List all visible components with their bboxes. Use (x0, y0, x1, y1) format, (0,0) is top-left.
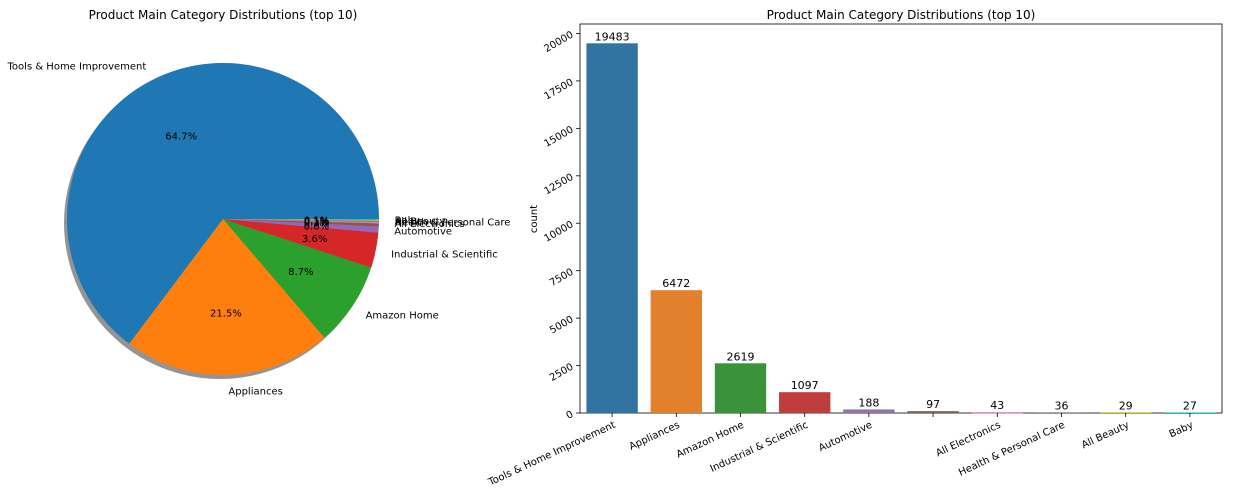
pie-slice-tools-home-improvement (67, 62, 380, 344)
bar-tools-home-improvement (586, 43, 638, 414)
pie-percent-all-electronics: 0.1% (304, 217, 329, 228)
bar-appliances (650, 290, 702, 413)
data-label-all-beauty: 29 (1119, 399, 1133, 412)
x-tick-label-health-personal-care: Health & Personal Care (957, 420, 1067, 479)
pie-slice-all-electronics (223, 219, 379, 224)
pie-slice-baby (223, 219, 380, 220)
bar-marks: 19483 6472 2619 1097 188 97 43 36 29 27 (586, 30, 1216, 414)
pie-percent-appliances: 21.5% (210, 309, 242, 320)
x-tick-label-automotive: Automotive (817, 420, 874, 454)
bar-chart-title: Product Main Category Distributions (top… (767, 8, 1036, 22)
pie-label-all-beauty: All Beauty (395, 217, 446, 228)
pie-label-automotive: Automotive (394, 227, 452, 238)
data-label-tools-home-improvement: 19483 (595, 30, 630, 43)
data-label-industrial-scientific: 1097 (791, 379, 819, 392)
y-tick-label: 5000 (548, 314, 576, 336)
y-tick-label: 2500 (548, 362, 576, 384)
y-tick-label: 17500 (542, 77, 575, 102)
pie-slice-unlabeled (223, 219, 379, 227)
pie-label-appliances: Appliances (228, 387, 282, 398)
bar-industrial-scientific (779, 392, 831, 413)
pie-slice-health-personal-care (223, 219, 379, 222)
bar-amazon-home (714, 363, 767, 413)
data-label-baby: 27 (1183, 400, 1197, 413)
pie-slice-appliances (129, 219, 325, 375)
x-tick-label-tools-home-improvement: Tools & Home Improvement (486, 420, 617, 489)
pie-percent-automotive: 0.6% (304, 221, 329, 232)
pie-slice-amazon-home (223, 219, 372, 338)
pie-percent-industrial-scientific: 3.6% (302, 234, 327, 245)
bar-all-electronics (971, 412, 1023, 414)
pie-percent-baby: 0.1% (304, 215, 329, 226)
pie-percent-amazon-home: 8.7% (288, 267, 313, 278)
y-tick-label: 7500 (548, 267, 576, 289)
pie-label-industrial-scientific: Industrial & Scientific (391, 250, 498, 261)
pie-chart-title: Product Main Category Distributions (top… (89, 8, 358, 22)
y-axis-label: count (529, 205, 540, 233)
pie-label-all-electronics: All Electronics (395, 219, 465, 230)
x-tick-label-baby: Baby (1168, 420, 1196, 441)
x-tick-label-appliances: Appliances (628, 420, 682, 453)
pie-percent-tools-home-improvement: 64.7% (165, 131, 197, 142)
pie-label-health-personal-care: Health & Personal Care (395, 218, 511, 229)
data-label-appliances: 6472 (662, 277, 690, 290)
data-label-unlabeled: 97 (926, 398, 940, 411)
bar-axes (579, 23, 1223, 414)
y-tick-label: 0 (564, 409, 575, 422)
y-tick-label: 15000 (542, 124, 575, 149)
pie-slice-automotive (223, 219, 379, 233)
pie-label-baby: Baby (395, 216, 420, 227)
data-label-automotive: 188 (858, 396, 879, 409)
y-tick-label: 20000 (542, 30, 575, 55)
pie-percent-health-personal-care: 0.1% (304, 216, 329, 227)
y-tick-label: 10000 (542, 219, 575, 244)
data-label-amazon-home: 2619 (727, 350, 755, 363)
y-tick-label: 12500 (542, 172, 575, 197)
pie-labels: Tools & Home Improvement 64.7% Appliances 2… (7, 62, 511, 398)
bar-automotive (843, 409, 895, 413)
pie-slices (67, 62, 380, 375)
pie-slice-industrial-scientific (223, 219, 379, 268)
bar-unlabeled (907, 411, 959, 413)
pie-percent-all-beauty: 0.1% (304, 216, 329, 227)
data-label-all-electronics: 43 (990, 399, 1004, 412)
x-tick-label-all-beauty: All Beauty (1080, 420, 1131, 452)
pie-percent-unlabeled: 0.3% (304, 219, 329, 230)
data-label-health-personal-care: 36 (1055, 399, 1069, 412)
pie-label-amazon-home: Amazon Home (366, 311, 439, 322)
pie-slice-all-beauty (223, 219, 379, 221)
bar-axes-frame (579, 23, 1223, 414)
pie-label-tools-home-improvement: Tools & Home Improvement (7, 62, 147, 73)
